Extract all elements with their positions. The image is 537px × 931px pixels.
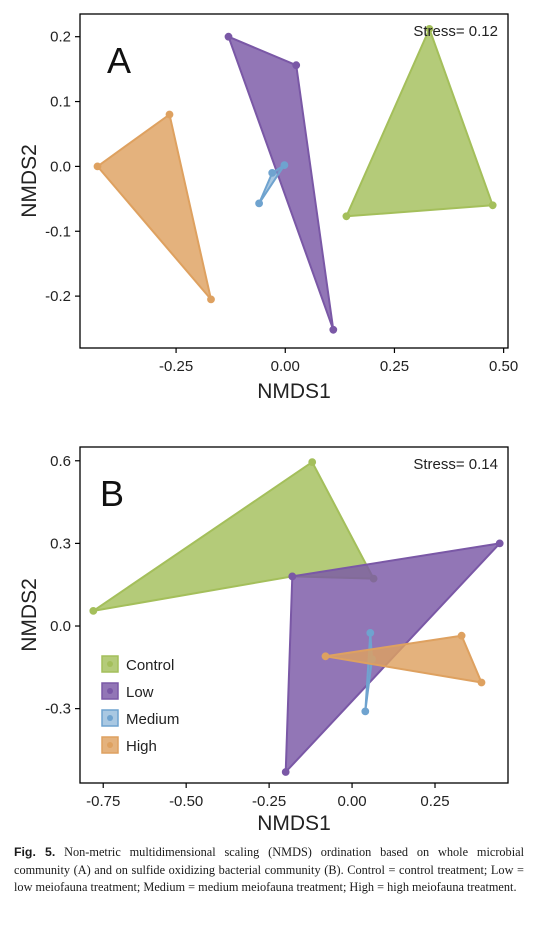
panel-a-x-tick-label-1: -0.25 bbox=[159, 358, 193, 375]
legend-label-medium: Medium bbox=[126, 711, 179, 728]
panel-b-medium-point-1 bbox=[366, 629, 375, 637]
nmds-figure: -0.25 0.00 0.25 0.50 -0.2 -0.1 0.0 0.1 0.2 NMDS1 N… bbox=[18, 13, 518, 835]
panel-b-plot-frame bbox=[79, 446, 509, 784]
legend-label-control: Control bbox=[126, 657, 174, 674]
legend-marker-low bbox=[107, 688, 113, 694]
panel-a-y-axis-label: NMDS2 bbox=[18, 144, 41, 218]
legend-label-high: High bbox=[126, 738, 157, 755]
panel-a-low-hull bbox=[227, 35, 335, 331]
panel-b-control-point-1 bbox=[308, 458, 317, 467]
panel-a-medium-hull bbox=[258, 164, 286, 205]
panel-a-medium-point-3 bbox=[255, 199, 264, 208]
panel-a-letter: A bbox=[107, 40, 131, 81]
panel-b-high-hull bbox=[324, 634, 483, 684]
panel-b-y-tick-label-2: 0.0 bbox=[50, 618, 71, 635]
panel-a-x-tick-label-4: 0.50 bbox=[489, 358, 518, 375]
panel-a-medium-point-2 bbox=[280, 161, 289, 170]
panel-a-chart: -0.25 0.00 0.25 0.50 -0.2 -0.1 0.0 0.1 0.2 NMDS1 N… bbox=[18, 13, 518, 403]
panel-b-y-tick-label-4: 0.6 bbox=[50, 453, 71, 470]
panel-a-medium-point-1 bbox=[268, 169, 277, 177]
panel-b-high-point-3 bbox=[477, 678, 486, 687]
panel-b-letter: B bbox=[100, 473, 124, 514]
legend-marker-control bbox=[107, 661, 113, 667]
panel-b-x-tick-label-1: -0.75 bbox=[86, 793, 120, 810]
panel-a-y-tick-label-3: 0.0 bbox=[50, 158, 71, 175]
panel-a-low-point-2 bbox=[292, 61, 301, 70]
panel-a-stress-annotation: Stress= 0.12 bbox=[413, 23, 498, 40]
panel-a-control-point-1 bbox=[425, 25, 434, 33]
panel-b-high-point-2 bbox=[321, 652, 330, 661]
panel-a-control-point-3 bbox=[342, 212, 351, 221]
panel-a-y-tick-label-4: 0.1 bbox=[50, 94, 71, 111]
panel-b-x-tick-label-3: -0.25 bbox=[252, 793, 286, 810]
panel-b-x-tick-label-4: 0.00 bbox=[337, 793, 366, 810]
panel-b-x-axis-label: NMDS1 bbox=[257, 812, 331, 835]
panel-a-high-point-1 bbox=[165, 110, 174, 119]
panel-a-y-tick-label-2: -0.1 bbox=[45, 223, 71, 240]
panel-a-x-tick-label-2: 0.00 bbox=[271, 358, 300, 375]
panel-b-y-tick-label-1: -0.3 bbox=[45, 701, 71, 718]
panel-b-x-tick-label-2: -0.50 bbox=[169, 793, 203, 810]
figure-caption: Fig. 5. Non-metric multidimensional scal… bbox=[14, 844, 524, 897]
panel-a-low-point-3 bbox=[329, 325, 338, 334]
panel-a-y-tick-label-5: 0.2 bbox=[50, 29, 71, 46]
caption-text: Non-metric multidimensional scaling (NMD… bbox=[14, 845, 524, 894]
panel-a-control-hull bbox=[345, 27, 494, 218]
caption-label: Fig. 5. bbox=[14, 845, 56, 859]
legend-marker-medium bbox=[107, 715, 113, 721]
legend-marker-high bbox=[107, 742, 113, 748]
panel-b-control-point-2 bbox=[89, 607, 98, 615]
panel-a-plot-frame bbox=[79, 13, 509, 349]
panel-b-y-axis-label: NMDS2 bbox=[18, 578, 41, 652]
panel-b-low-point-2 bbox=[281, 768, 290, 776]
panel-a-high-hull bbox=[96, 113, 212, 301]
panel-b-high-point-1 bbox=[457, 631, 466, 640]
panel-a-high-point-3 bbox=[207, 295, 215, 304]
panel-b-medium-point-2 bbox=[361, 707, 370, 716]
panel-a-low-point-1 bbox=[224, 32, 233, 41]
legend-label-low: Low bbox=[126, 684, 154, 701]
panel-b-x-tick-label-5: 0.25 bbox=[420, 793, 449, 810]
panel-b-chart: -0.75 -0.50 -0.25 0.00 0.25 -0.3 0.0 0.3 0.6 NMDS… bbox=[18, 446, 509, 835]
panel-a-y-tick-label-1: -0.2 bbox=[45, 288, 71, 305]
panel-b-low-point-1 bbox=[495, 539, 504, 548]
panel-a-control-point-2 bbox=[488, 201, 497, 210]
panel-b-y-tick-label-3: 0.3 bbox=[50, 535, 71, 552]
panel-a-high-point-2 bbox=[93, 162, 102, 171]
panel-a-x-axis-label: NMDS1 bbox=[257, 380, 331, 403]
panel-a-x-tick-label-3: 0.25 bbox=[380, 358, 409, 375]
panel-b-stress-annotation: Stress= 0.14 bbox=[413, 456, 498, 473]
panel-b-legend: Control Low Medium High bbox=[101, 655, 179, 755]
panel-b-low-point-3 bbox=[288, 572, 297, 581]
